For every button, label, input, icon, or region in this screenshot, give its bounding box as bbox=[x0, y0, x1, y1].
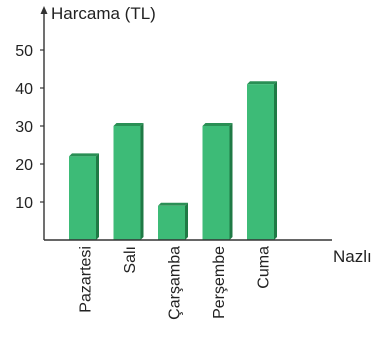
y-axis-title: Harcama (TL) bbox=[51, 4, 156, 23]
bar-side bbox=[274, 81, 277, 240]
y-tick-label: 50 bbox=[15, 43, 33, 60]
x-tick-label: Pazartesi bbox=[78, 246, 95, 313]
bar-pazartesi bbox=[69, 153, 99, 240]
bar-salı bbox=[113, 123, 144, 240]
bar-front bbox=[158, 205, 185, 240]
bar-top bbox=[202, 123, 233, 126]
x-tick-label: Cuma bbox=[256, 246, 273, 289]
y-tick-label: 40 bbox=[15, 81, 33, 98]
bar-top bbox=[247, 81, 277, 85]
x-tick-label: Salı bbox=[122, 246, 139, 274]
bar-front bbox=[247, 84, 274, 240]
y-tick-label: 20 bbox=[15, 157, 33, 174]
y-tick-label: 30 bbox=[15, 119, 33, 136]
x-ticks: Pazartesi Salı Çarşamba Perşembe Cuma bbox=[78, 246, 273, 320]
bar-çarşamba bbox=[158, 202, 188, 240]
bar-top bbox=[113, 123, 144, 126]
bar-side bbox=[140, 123, 144, 240]
bar-side bbox=[96, 153, 99, 240]
x-axis-title: Nazlı bbox=[333, 247, 372, 266]
x-tick-label: Perşembe bbox=[211, 246, 228, 319]
bar-top bbox=[158, 202, 188, 206]
bar-front bbox=[69, 156, 96, 240]
bar-side bbox=[185, 202, 188, 240]
bar-front bbox=[113, 126, 141, 240]
x-tick-label: Çarşamba bbox=[167, 246, 184, 320]
y-tick-label: 10 bbox=[15, 195, 33, 212]
bar-cuma bbox=[247, 81, 277, 240]
y-axis-arrow bbox=[40, 6, 48, 14]
y-ticks: 10 20 30 40 50 bbox=[15, 43, 44, 212]
bar-perşembe bbox=[202, 123, 233, 240]
bar-top bbox=[69, 153, 99, 157]
bars bbox=[69, 81, 277, 240]
bar-front bbox=[202, 126, 230, 240]
bar-side bbox=[229, 123, 233, 240]
